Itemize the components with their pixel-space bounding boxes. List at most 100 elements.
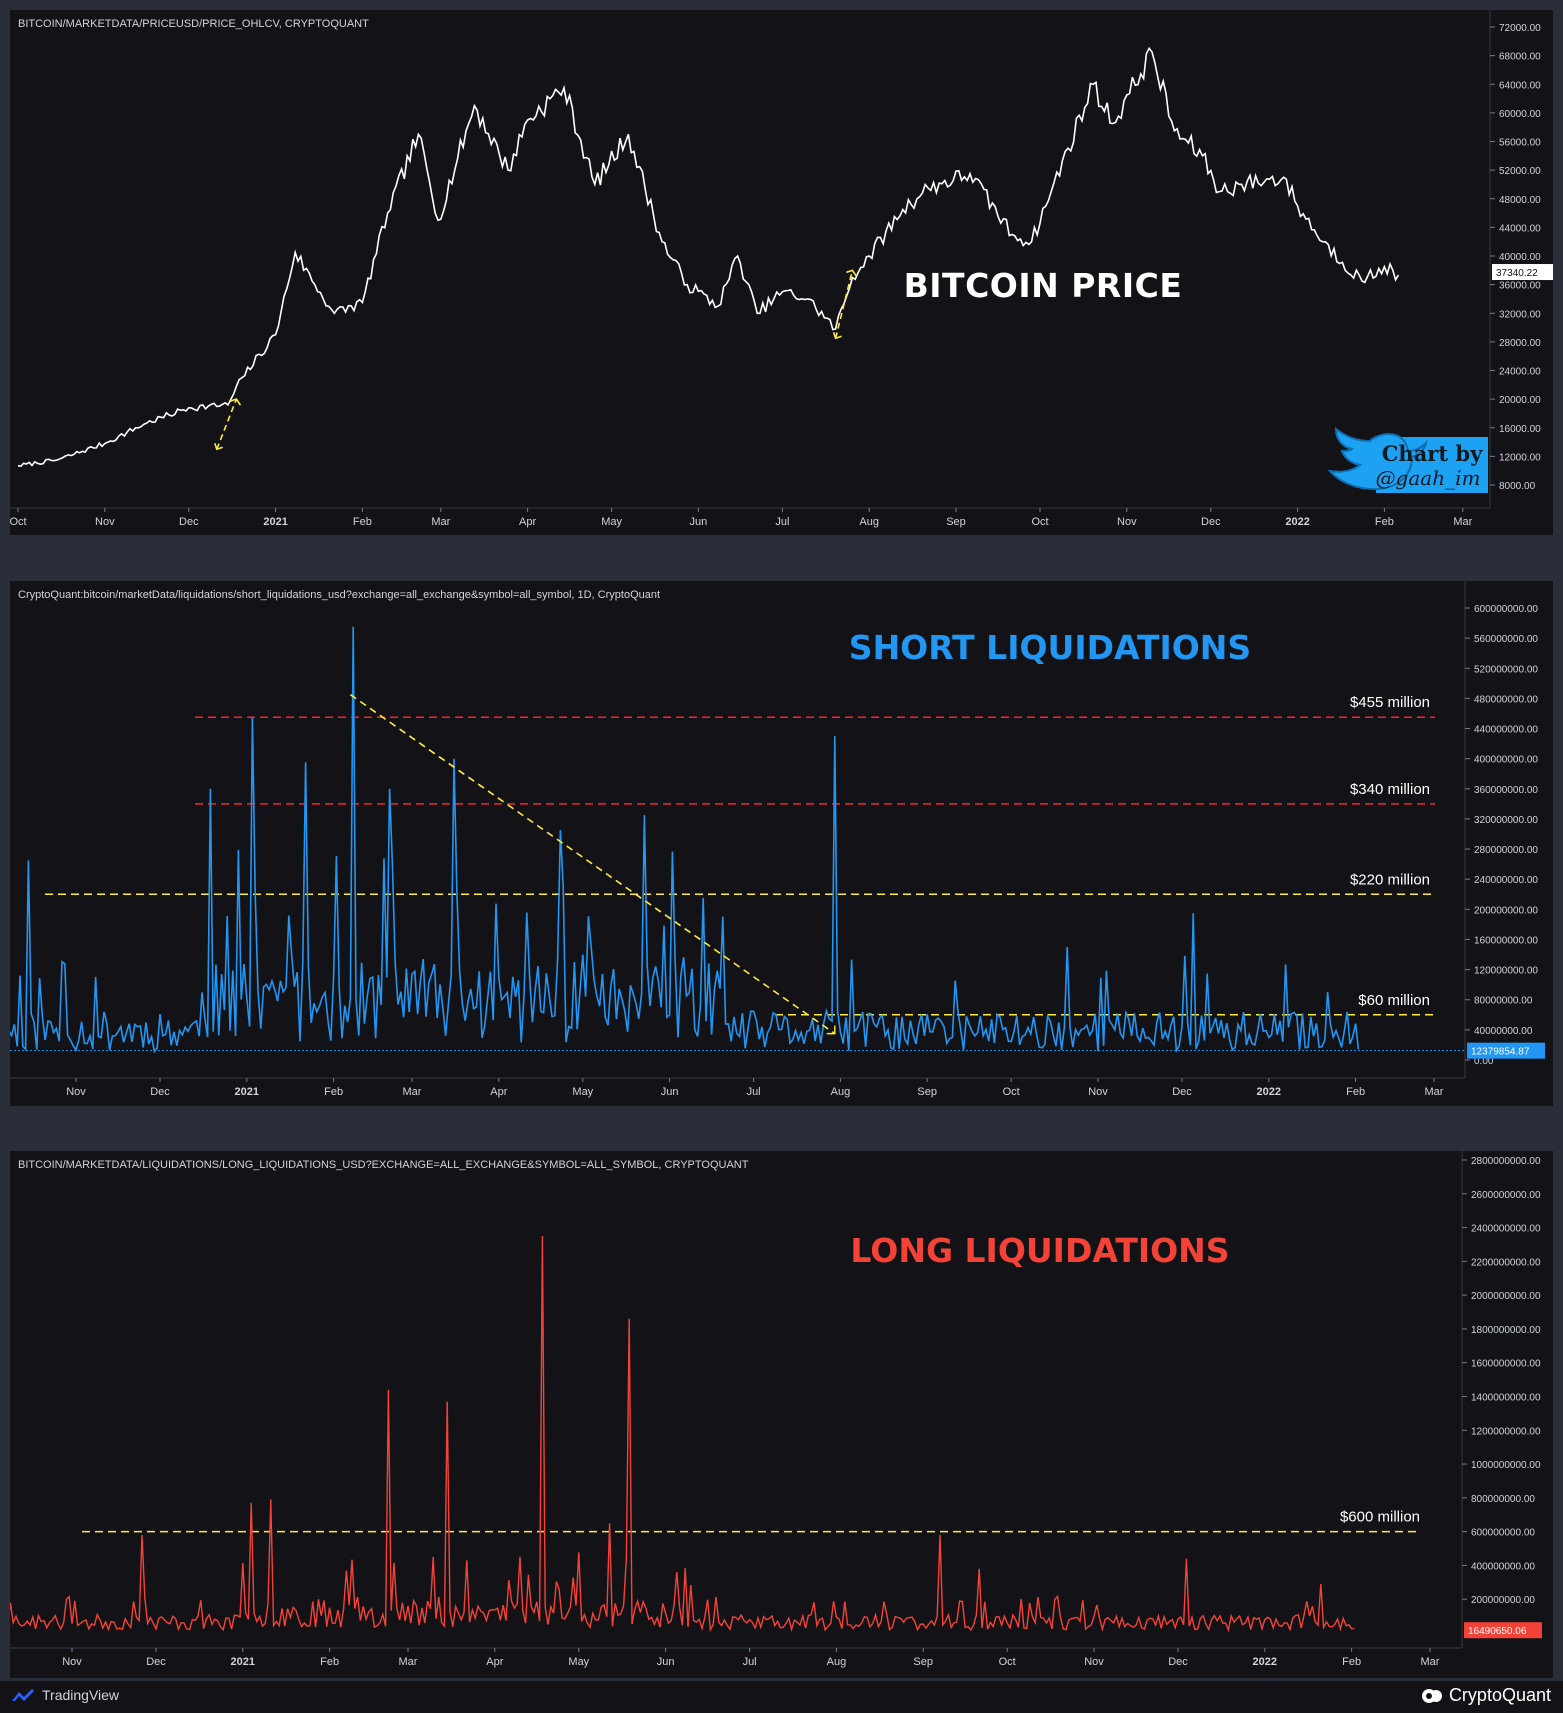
short-pane-title: CryptoQuant:bitcoin/marketData/liquidati… <box>18 589 661 601</box>
x-tick-label: Sep <box>917 1086 937 1098</box>
reference-line-label: $600 million <box>1340 1509 1420 1526</box>
x-tick-label: Sep <box>946 516 966 528</box>
x-tick-label: Feb <box>1375 516 1394 528</box>
x-tick-label: Sep <box>913 1656 933 1668</box>
y-tick-label: 2000000000.00 <box>1471 1291 1541 1302</box>
y-tick-label: 44000.00 <box>1499 223 1541 234</box>
badge-line2: @gaah_im <box>1376 466 1481 490</box>
x-tick-label: Nov <box>62 1656 82 1668</box>
x-tick-label: May <box>568 1656 589 1668</box>
long-liquidations-pane[interactable]: BITCOIN/MARKETDATA/LIQUIDATIONS/LONG_LIQ… <box>10 1151 1553 1678</box>
reference-line-label: $220 million <box>1350 871 1430 888</box>
x-tick-label: May <box>601 516 622 528</box>
y-tick-label: 36000.00 <box>1499 281 1541 292</box>
cryptoquant-label: CryptoQuant <box>1448 1685 1551 1705</box>
y-tick-label: 2400000000.00 <box>1471 1224 1541 1235</box>
y-tick-label: 1600000000.00 <box>1471 1359 1541 1370</box>
y-tick-label: 16000.00 <box>1499 424 1541 435</box>
tradingview-logo[interactable]: TradingView <box>10 1687 119 1703</box>
y-tick-label: 80000000.00 <box>1474 996 1533 1007</box>
y-tick-label: 32000.00 <box>1499 309 1541 320</box>
y-tick-label: 1400000000.00 <box>1471 1393 1541 1404</box>
x-tick-label: Apr <box>519 516 536 528</box>
x-tick-label: Oct <box>1003 1086 1020 1098</box>
x-tick-label: May <box>572 1086 593 1098</box>
x-tick-label: Mar <box>399 1656 418 1668</box>
y-tick-label: 400000000.00 <box>1471 1561 1535 1572</box>
chart-by-badge: Chart by @gaah_im <box>1320 427 1488 493</box>
x-tick-label: Dec <box>179 516 199 528</box>
x-tick-label: 2022 <box>1285 516 1309 528</box>
y-tick-label: 600000000.00 <box>1471 1528 1535 1539</box>
y-tick-label: 28000.00 <box>1499 338 1541 349</box>
x-tick-label: Aug <box>859 516 879 528</box>
x-tick-label: Oct <box>1031 516 1048 528</box>
price-series-line <box>17 46 1400 468</box>
x-tick-label: Dec <box>1168 1656 1188 1668</box>
arrow-tail <box>214 442 224 451</box>
y-tick-label: 560000000.00 <box>1474 634 1538 645</box>
y-tick-label: 120000000.00 <box>1474 966 1538 977</box>
x-tick-label: Mar <box>1453 516 1472 528</box>
y-tick-label: 52000.00 <box>1499 166 1541 177</box>
reference-line-label: $60 million <box>1358 992 1430 1009</box>
tradingview-label: TradingView <box>42 1687 120 1703</box>
short-last-value-label: 12379854.87 <box>1471 1047 1530 1058</box>
y-tick-label: 60000.00 <box>1499 109 1541 120</box>
cryptoquant-icon <box>1421 1688 1442 1703</box>
y-tick-label: 240000000.00 <box>1474 875 1538 886</box>
yellow-dashed-trend <box>349 693 836 1035</box>
y-tick-label: 320000000.00 <box>1474 815 1538 826</box>
long-liquidations-svg[interactable]: 2800000000.00 2600000000.00 2400000000.00 2… <box>10 1151 1553 1678</box>
y-tick-label: 12000.00 <box>1499 452 1541 463</box>
tradingview-icon <box>12 1689 34 1701</box>
twitter-bird-icon: Chart by @gaah_im <box>1327 427 1488 493</box>
x-tick-label: Mar <box>431 516 450 528</box>
x-tick-label: 2022 <box>1253 1656 1277 1668</box>
x-tick-label: Apr <box>486 1656 503 1668</box>
x-tick-label: Jul <box>747 1086 761 1098</box>
y-tick-label: 1800000000.00 <box>1471 1325 1541 1336</box>
x-tick-label: Feb <box>1342 1656 1361 1668</box>
long-liquidations-line <box>10 1235 1355 1633</box>
x-tick-label: Feb <box>320 1656 339 1668</box>
y-tick-label: 40000000.00 <box>1474 1026 1533 1037</box>
x-tick-label: Nov <box>1084 1656 1104 1668</box>
y-tick-label: 440000000.00 <box>1474 725 1538 736</box>
long-last-value-label-bg <box>1464 1622 1542 1639</box>
price-pane-title: BITCOIN/MARKETDATA/PRICEUSD/PRICE_OHLCV,… <box>18 18 369 30</box>
y-tick-label: 2800000000.00 <box>1471 1156 1541 1167</box>
y-tick-label: 20000.00 <box>1499 395 1541 406</box>
short-liquidations-pane[interactable]: CryptoQuant:bitcoin/marketData/liquidati… <box>10 581 1553 1106</box>
short-last-value-label-bg <box>1467 1042 1545 1059</box>
cryptoquant-logo[interactable]: CryptoQuant <box>1421 1685 1551 1706</box>
x-tick-label: Dec <box>146 1656 166 1668</box>
trend-arrow-head <box>826 1025 836 1035</box>
price-chart-svg[interactable]: 72000.00 68000.00 64000.00 60000.00 56000.00… <box>10 10 1553 535</box>
x-tick-label: Apr <box>490 1086 507 1098</box>
price-chart-pane[interactable]: BITCOIN/MARKETDATA/PRICEUSD/PRICE_OHLCV,… <box>10 10 1553 535</box>
y-tick-label: 200000000.00 <box>1474 905 1538 916</box>
footer-bar: TradingView CryptoQuant <box>0 1681 1563 1713</box>
x-tick-label: Aug <box>827 1656 847 1668</box>
bitcoin-price-annotation: BITCOIN PRICE <box>904 266 1183 305</box>
short-liquidations-svg[interactable]: 600000000.00 560000000.00 520000000.00 4800… <box>10 581 1553 1106</box>
y-tick-label: 8000.00 <box>1499 481 1536 492</box>
y-tick-label: 400000000.00 <box>1474 755 1538 766</box>
y-tick-label: 40000.00 <box>1499 252 1541 263</box>
y-tick-label: 480000000.00 <box>1474 694 1538 705</box>
long-last-value-label: 16490650.06 <box>1468 1626 1527 1637</box>
x-tick-label: Jul <box>775 516 789 528</box>
y-tick-label: 48000.00 <box>1499 195 1541 206</box>
x-tick-label: Mar <box>1425 1086 1444 1098</box>
y-tick-label: 280000000.00 <box>1474 845 1538 856</box>
price-last-value-label: 37340.22 <box>1496 268 1538 279</box>
x-tick-label: Dec <box>1201 516 1221 528</box>
x-tick-label: 2022 <box>1257 1086 1281 1098</box>
x-tick-label: Feb <box>1346 1086 1365 1098</box>
short-liquidations-line <box>10 626 1360 1054</box>
x-tick-label: Jun <box>690 516 708 528</box>
y-tick-label: 1000000000.00 <box>1471 1460 1541 1471</box>
x-tick-label: Nov <box>1088 1086 1108 1098</box>
reference-line-label: $340 million <box>1350 781 1430 798</box>
